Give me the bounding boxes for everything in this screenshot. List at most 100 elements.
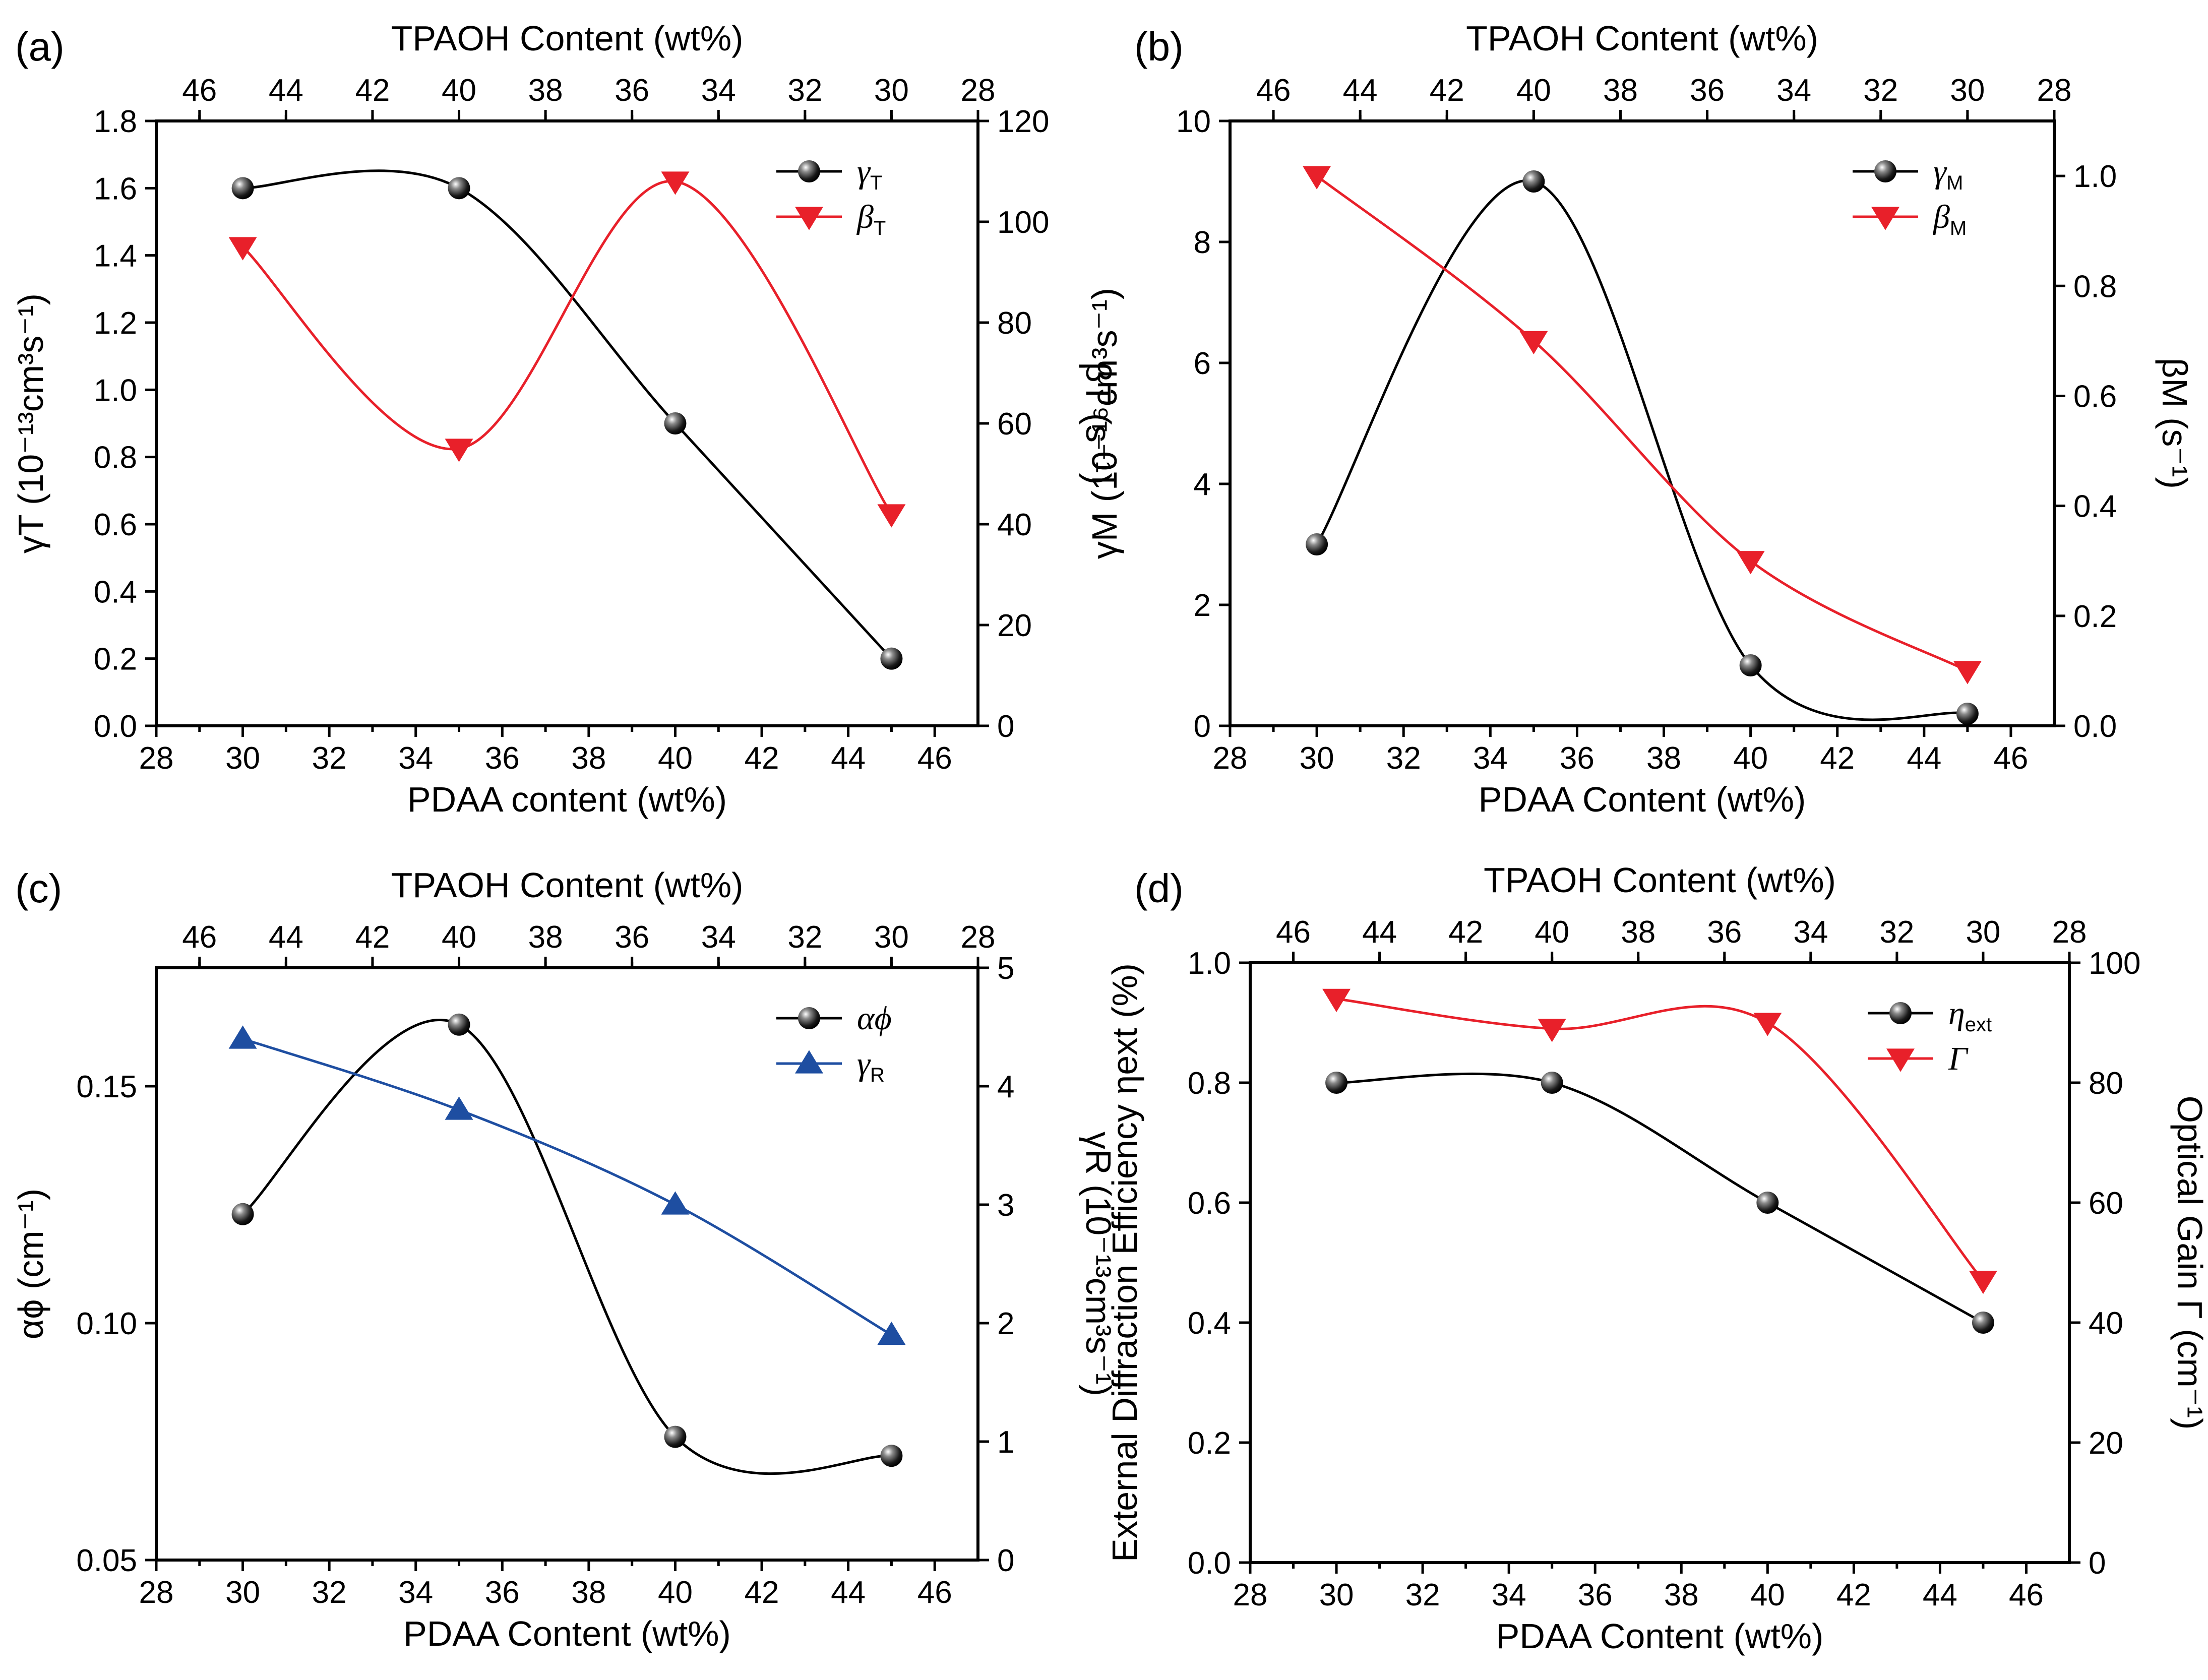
x-tick-label: 34 <box>1492 1578 1526 1612</box>
left-tick-label: 1.0 <box>94 373 137 408</box>
data-point-γT <box>231 177 254 200</box>
x-tick-label: 32 <box>1386 741 1421 776</box>
data-point-βM <box>1303 166 1331 190</box>
left-tick-label: 0.2 <box>94 642 137 677</box>
legend-label-γM-main: γ <box>1933 153 1947 190</box>
left-tick-label: 0.6 <box>1188 1186 1231 1221</box>
left-tick-label: 1.6 <box>94 171 137 206</box>
x-tick-label: 38 <box>1646 741 1681 776</box>
top-tick-label: 34 <box>1793 915 1828 950</box>
top-tick-label: 40 <box>1516 73 1551 108</box>
x-tick-label: 32 <box>312 741 347 776</box>
top-tick-label: 30 <box>1950 73 1985 108</box>
right-axis-label: βM (s⁻¹) <box>2155 358 2194 489</box>
right-tick-label: 20 <box>2089 1426 2123 1461</box>
data-point-βT <box>877 504 906 528</box>
left-tick-label: 0 <box>1194 709 1211 744</box>
x-tick-label: 38 <box>571 741 606 776</box>
data-point-Γ <box>1322 988 1351 1012</box>
left-tick-label: 0.4 <box>94 575 137 609</box>
x-tick-label: 30 <box>225 1575 260 1610</box>
x-tick-label: 32 <box>1405 1578 1440 1612</box>
right-axis-label: Optical Gain Γ (cm⁻¹) <box>2170 1096 2208 1430</box>
data-point-γR <box>661 1191 690 1215</box>
top-tick-label: 40 <box>442 920 476 955</box>
top-tick-label: 34 <box>701 73 736 108</box>
legend-label-γR-sub: R <box>870 1064 885 1086</box>
top-tick-label: 38 <box>528 920 563 955</box>
top-tick-label: 28 <box>2037 73 2072 108</box>
data-point-γR <box>228 1025 257 1049</box>
right-tick-label: 1 <box>997 1425 1014 1460</box>
x-tick-label: 32 <box>312 1575 347 1610</box>
panel-a: (a) 28 30 32 34 36 38 40 42 44 46 46 44 42 40 38 36 34 32 3… <box>11 19 1118 819</box>
legend-label-βM-main: β <box>1932 199 1950 235</box>
plot-frame <box>155 119 979 727</box>
top-tick-label: 32 <box>1863 73 1898 108</box>
x-tick-label: 36 <box>485 741 520 776</box>
right-tick-label: 2 <box>997 1306 1014 1341</box>
data-point-γT <box>880 647 903 670</box>
legend-label-γT-sub: T <box>870 172 882 194</box>
data-point-ηext <box>1756 1192 1779 1214</box>
left-tick-label: 0.15 <box>76 1070 137 1104</box>
left-tick-label: 0.0 <box>94 709 137 744</box>
legend-label-βT-main: β <box>856 199 874 235</box>
data-point-γM <box>1522 170 1545 193</box>
left-tick-label: 0.0 <box>1188 1546 1231 1581</box>
x-tick-label: 36 <box>485 1575 520 1610</box>
legend-marker-γT <box>798 160 820 182</box>
data-point-αϕ <box>880 1445 903 1467</box>
right-tick-label: 60 <box>2089 1186 2123 1221</box>
top-tick-label: 40 <box>442 73 476 108</box>
left-tick-label: 1.8 <box>94 104 137 139</box>
x-tick-label: 46 <box>917 1575 952 1610</box>
data-point-ηext <box>1972 1312 1994 1334</box>
legend-label-ηext-main: η <box>1948 995 1965 1032</box>
legend-marker-ηext <box>1889 1002 1912 1024</box>
data-point-ηext <box>1541 1072 1563 1094</box>
right-axis-label: βT (s⁻¹) <box>1079 362 1118 484</box>
left-tick-label: 0.10 <box>76 1306 137 1341</box>
left-axis-label: γT (10⁻¹³cm³s⁻¹) <box>11 293 50 553</box>
series-line-γR <box>242 1037 892 1336</box>
right-tick-label: 5 <box>997 951 1014 986</box>
x-tick-label: 44 <box>1907 741 1941 776</box>
data-point-βM <box>1953 661 1982 685</box>
panel-d: (d) 28 30 32 34 36 38 40 42 44 46 46 44 42 40 38 36 34 32 3… <box>1105 860 2208 1656</box>
data-point-βT <box>661 171 690 195</box>
right-tick-label: 40 <box>997 508 1032 542</box>
x-tick-label: 42 <box>745 1575 779 1610</box>
left-tick-label: 1.4 <box>94 239 137 274</box>
data-point-βT <box>228 237 257 261</box>
legend-label-γM: γM <box>1933 153 1963 194</box>
legend-label-βM-sub: M <box>1950 217 1967 239</box>
panel-label: (c) <box>15 866 62 911</box>
right-tick-label: 4 <box>997 1070 1014 1104</box>
x-tick-label: 28 <box>1213 741 1248 776</box>
data-point-βT <box>445 439 473 462</box>
top-tick-label: 34 <box>1776 73 1811 108</box>
left-axis-label: External Diffraction Efficiency ηext (%) <box>1105 963 1144 1562</box>
legend-label-γT-main: γ <box>857 153 871 190</box>
right-tick-label: 0.4 <box>2073 489 2117 524</box>
left-tick-label: 10 <box>1176 104 1211 139</box>
x-tick-label: 46 <box>1993 741 2028 776</box>
right-tick-label: 80 <box>2089 1066 2123 1101</box>
top-tick-label: 34 <box>701 920 736 955</box>
series-line-ηext <box>1336 1072 1984 1324</box>
data-point-γT <box>448 177 470 200</box>
top-axis-label: TPAOH Content (wt%) <box>1466 19 1818 58</box>
legend-label-βT-sub: T <box>874 217 886 239</box>
top-tick-label: 36 <box>1690 73 1725 108</box>
x-tick-label: 42 <box>1820 741 1855 776</box>
data-point-γM <box>1956 703 1979 725</box>
left-tick-label: 6 <box>1194 346 1211 381</box>
data-point-ηext <box>1325 1072 1348 1094</box>
top-tick-label: 30 <box>874 73 909 108</box>
left-tick-label: 1.2 <box>94 306 137 341</box>
legend-label-γR-main: γ <box>857 1045 871 1082</box>
series-line-βT <box>241 180 893 515</box>
